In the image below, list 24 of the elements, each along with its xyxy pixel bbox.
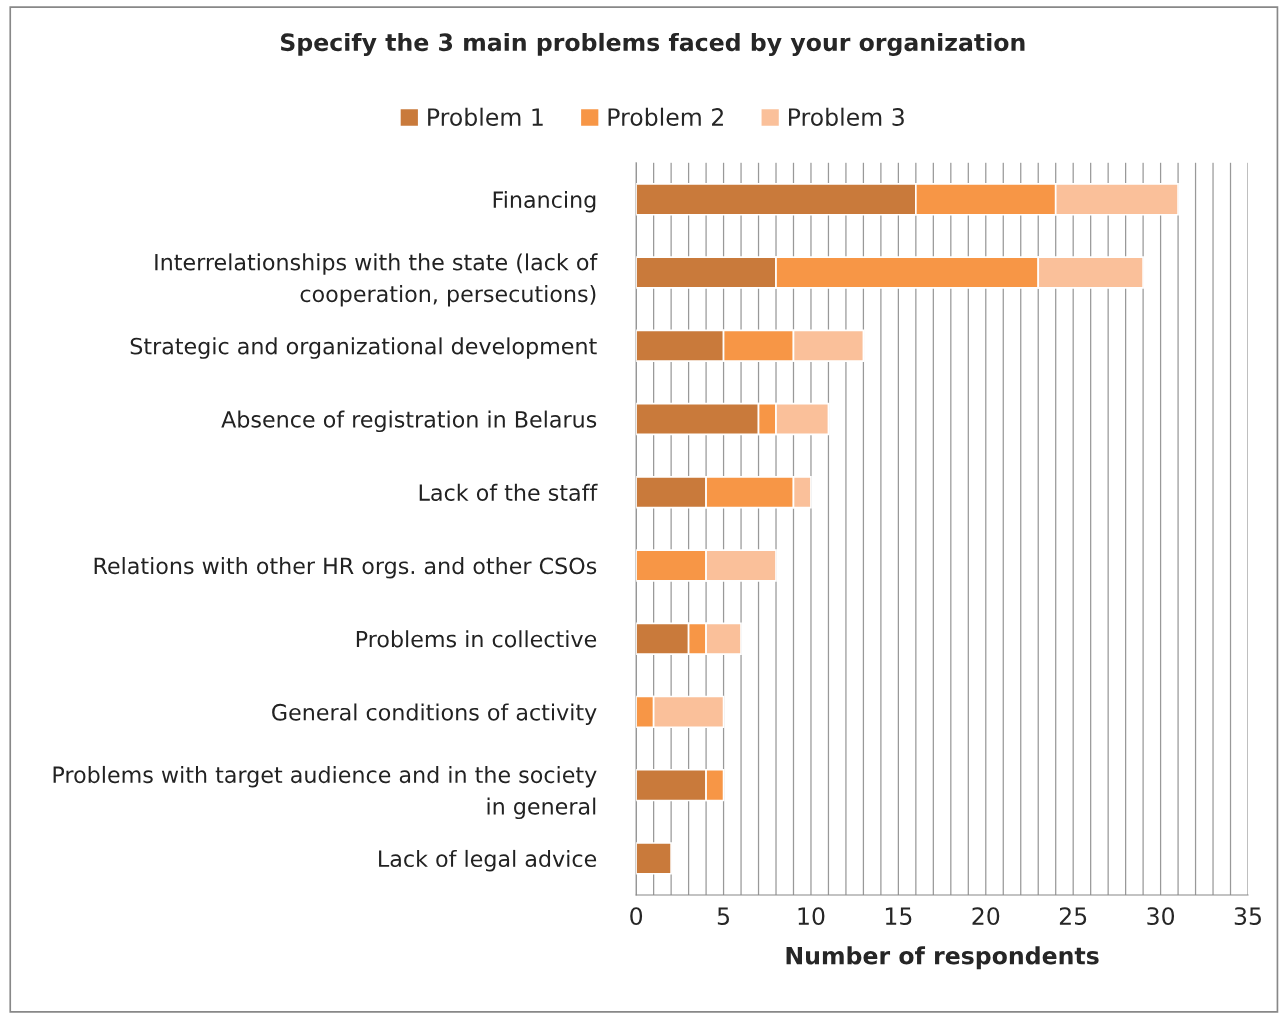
chart-title: Specify the 3 main problems faced by your organization — [281, 32, 1025, 56]
y-tick-label: General conditions of activity — [272, 703, 597, 725]
y-tick-label: Absence of registration in Belarus — [221, 410, 597, 433]
legend-label: Problem 3 — [789, 107, 904, 126]
x-tick-label: 25 — [1059, 907, 1087, 926]
y-tick-label: Problems in collective — [356, 630, 597, 648]
x-tick-label: 20 — [972, 907, 1000, 926]
y-tick-label: Lack of the staff — [419, 483, 598, 501]
x-tick-label: 10 — [798, 907, 825, 926]
x-tick-label: 30 — [1147, 907, 1175, 926]
y-tick-label: Strategic and organizational development — [130, 337, 597, 359]
x-tick-label: 35 — [1234, 907, 1261, 926]
x-tick-label: 15 — [885, 907, 912, 926]
x-tick-label: 0 — [630, 907, 643, 926]
y-tick-label: Lack of legal advice — [379, 849, 597, 872]
y-tick-label: Problems with target audience and in the society in general — [53, 765, 597, 820]
y-tick-label: Financing — [493, 190, 596, 213]
legend-label: Problem 1 — [428, 107, 543, 126]
x-tick-label: 5 — [717, 907, 730, 926]
bar — [636, 842, 672, 875]
legend-label: Problem 2 — [608, 107, 723, 126]
x-axis-title: Number of respondents — [786, 946, 1099, 970]
y-tick-label: Interrelationships with the state (lack of cooperation, persecutions) — [155, 253, 598, 307]
y-tick-label: Relations with other HR orgs. and other CSOs — [94, 557, 597, 579]
